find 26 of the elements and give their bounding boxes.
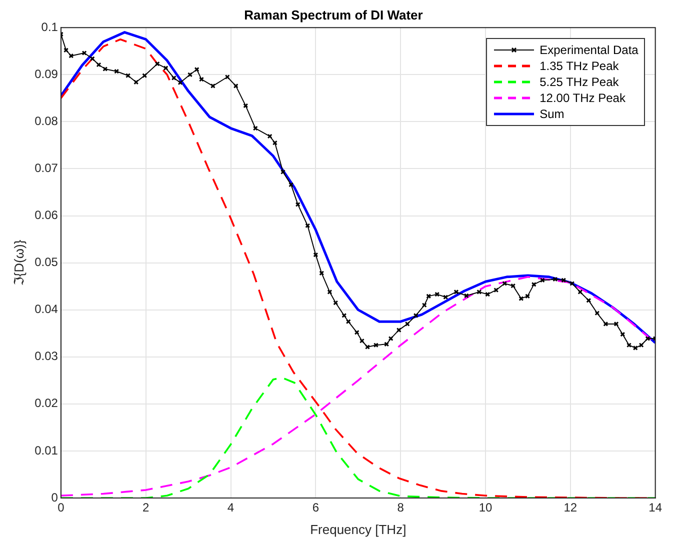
legend-label: Experimental Data: [540, 42, 638, 58]
x-tick-label: 8: [397, 500, 404, 515]
x-tick-label: 14: [648, 500, 662, 515]
x-tick-label: 10: [478, 500, 492, 515]
y-tick-label: 0.03: [34, 349, 58, 364]
y-tick-label: 0.09: [34, 66, 58, 81]
x-tick-label: 2: [142, 500, 150, 515]
x-tick-label: 4: [227, 500, 234, 515]
y-tick-label: 0: [51, 490, 58, 504]
legend-label: 1.35 THz Peak: [540, 58, 619, 74]
chart-title: Raman Spectrum of DI Water: [244, 7, 423, 22]
y-tick-label: 0.08: [34, 114, 58, 128]
x-axis-title: Frequency [THz]: [310, 522, 406, 537]
legend-label: Sum: [540, 106, 564, 122]
y-tick-label: 0.04: [34, 302, 58, 316]
x-tick-label: 6: [312, 500, 320, 515]
y-tick-label: 0.1: [41, 20, 58, 34]
y-tick-label: 0.06: [34, 208, 58, 222]
legend-label: 5.25 THz Peak: [540, 74, 619, 90]
legend-label: 12.00 THz Peak: [540, 90, 626, 106]
y-axis-title: ℑ{D(ω)}: [11, 239, 26, 286]
y-tick-label: 0.02: [34, 396, 58, 410]
y-tick-label: 0.07: [34, 161, 58, 176]
x-tick-label: 12: [564, 500, 578, 515]
y-tick-label: 0.01: [34, 443, 58, 458]
y-tick-label: 0.05: [34, 255, 58, 270]
